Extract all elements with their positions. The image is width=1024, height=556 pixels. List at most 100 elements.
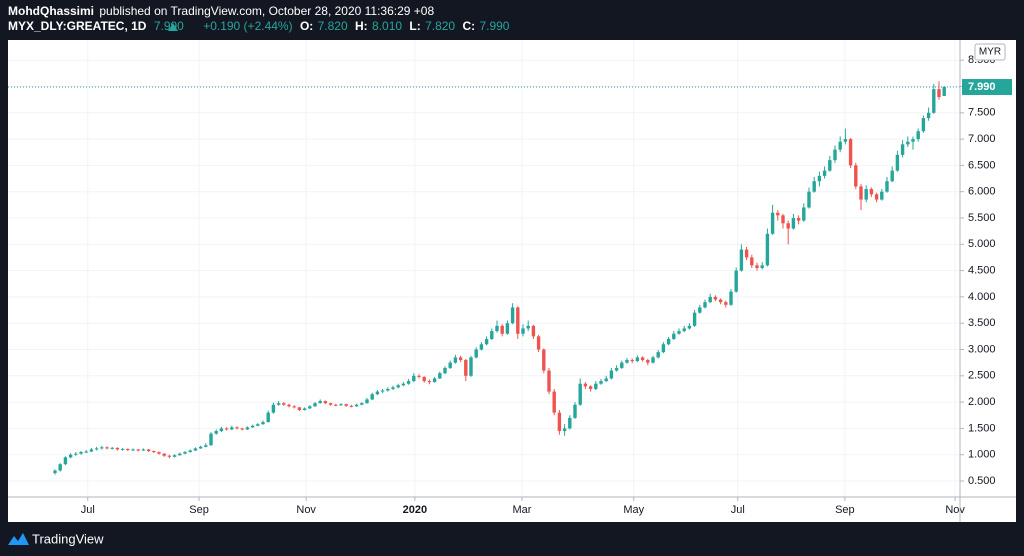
candle-body xyxy=(500,325,504,334)
candle-body xyxy=(110,447,114,449)
candle-body xyxy=(609,370,614,379)
candle-body xyxy=(141,449,146,451)
candle-body xyxy=(521,328,525,334)
candle-body xyxy=(848,139,853,166)
candle-body xyxy=(204,445,208,447)
candle-body xyxy=(916,131,920,140)
candle-body xyxy=(495,325,499,332)
y-tick-label: 2.000 xyxy=(968,396,996,408)
y-tick-label: 3.000 xyxy=(968,343,996,355)
candle-body xyxy=(682,328,686,332)
candle-body xyxy=(677,331,681,334)
candle-body xyxy=(713,296,718,300)
candle-body xyxy=(838,141,842,150)
candle-body xyxy=(63,457,68,465)
x-tick-label: Sep xyxy=(189,504,209,516)
candle-body xyxy=(890,170,894,182)
candle-body xyxy=(718,299,723,303)
candle-body xyxy=(526,325,530,329)
candle-body xyxy=(942,87,946,96)
candle-body xyxy=(183,452,187,454)
y-tick-label: 2.500 xyxy=(968,370,996,382)
candle-body xyxy=(245,427,250,430)
candle-body xyxy=(817,175,822,182)
logo-icon xyxy=(8,533,29,545)
candle-body xyxy=(791,218,796,229)
candle-body xyxy=(874,194,879,200)
candle-body xyxy=(869,189,874,195)
candle-body xyxy=(822,170,827,176)
chart-area xyxy=(8,40,1016,522)
candle-body xyxy=(490,331,494,339)
candle-body xyxy=(188,450,192,453)
candle-body xyxy=(250,425,255,428)
candle-body xyxy=(120,448,125,450)
candle-body xyxy=(729,291,733,305)
candle-body xyxy=(703,302,707,308)
candle-body xyxy=(786,223,790,229)
candle-body xyxy=(172,455,177,457)
candle-body xyxy=(562,428,567,432)
candle-body xyxy=(656,352,660,358)
candle-body xyxy=(339,404,343,406)
candle-body xyxy=(692,312,697,326)
last: 7.990 xyxy=(154,19,184,33)
x-tick-label: May xyxy=(623,504,644,516)
candle-body xyxy=(661,344,666,353)
ohlc-label: L: xyxy=(409,19,420,33)
candle-body xyxy=(401,383,406,386)
currency-box xyxy=(974,43,1006,61)
candle-body xyxy=(271,404,276,413)
candle-body xyxy=(770,212,775,234)
candle-body xyxy=(105,447,109,449)
symbol: MYX_DLY:GREATEC, 1D xyxy=(8,19,147,33)
candle-body xyxy=(432,378,437,383)
price-badge-label: 7.990 xyxy=(968,81,996,93)
y-tick-label: 7.000 xyxy=(968,133,996,145)
candle-body xyxy=(157,452,161,454)
candle-body xyxy=(640,357,645,361)
footer-logo: TradingView xyxy=(8,531,104,546)
candle-body xyxy=(568,417,572,429)
candle-body xyxy=(349,405,354,407)
candle-body xyxy=(406,381,411,384)
change: +0.190 (+2.44%) xyxy=(203,19,292,33)
candle-body xyxy=(796,218,801,221)
candle-body xyxy=(833,149,837,161)
x-tick-label: Jul xyxy=(81,504,95,516)
candle-body xyxy=(412,375,416,382)
candle-body xyxy=(765,233,770,266)
candle-body xyxy=(802,207,806,221)
y-tick-label: 6.000 xyxy=(968,186,996,198)
candle-body xyxy=(230,427,234,430)
candle-body xyxy=(365,399,369,404)
candle-body xyxy=(328,403,333,405)
candle-body xyxy=(646,360,650,363)
candle-body xyxy=(911,139,915,142)
candle-body xyxy=(651,357,655,363)
candle-body xyxy=(542,349,546,371)
candle-body xyxy=(422,376,426,382)
candle-body xyxy=(531,325,536,337)
candle-body xyxy=(380,390,385,392)
candle-body xyxy=(386,388,390,391)
candle-body xyxy=(620,362,624,368)
candle-body xyxy=(354,404,359,407)
candle-body xyxy=(74,453,78,455)
overlay: 7.990 MYR xyxy=(962,43,1012,96)
candle-body xyxy=(573,404,577,418)
candle-body xyxy=(937,89,941,98)
brand: TradingView xyxy=(32,531,104,546)
candle-body xyxy=(323,401,328,404)
y-tick-label: 6.500 xyxy=(968,159,996,171)
plot: 0.500 1.000 1.500 2.000 2.500 3.000 3.500 4.000… xyxy=(8,40,996,516)
candle-body xyxy=(666,338,671,345)
currency: MYR xyxy=(979,47,1001,58)
y-tick-label: 1.000 xyxy=(968,449,996,461)
candle-body xyxy=(812,181,816,192)
candle-body xyxy=(630,360,634,362)
candle-body xyxy=(614,367,619,371)
x-tick-label: Nov xyxy=(945,504,965,516)
candle-body xyxy=(84,451,88,453)
candle-body xyxy=(448,362,452,368)
